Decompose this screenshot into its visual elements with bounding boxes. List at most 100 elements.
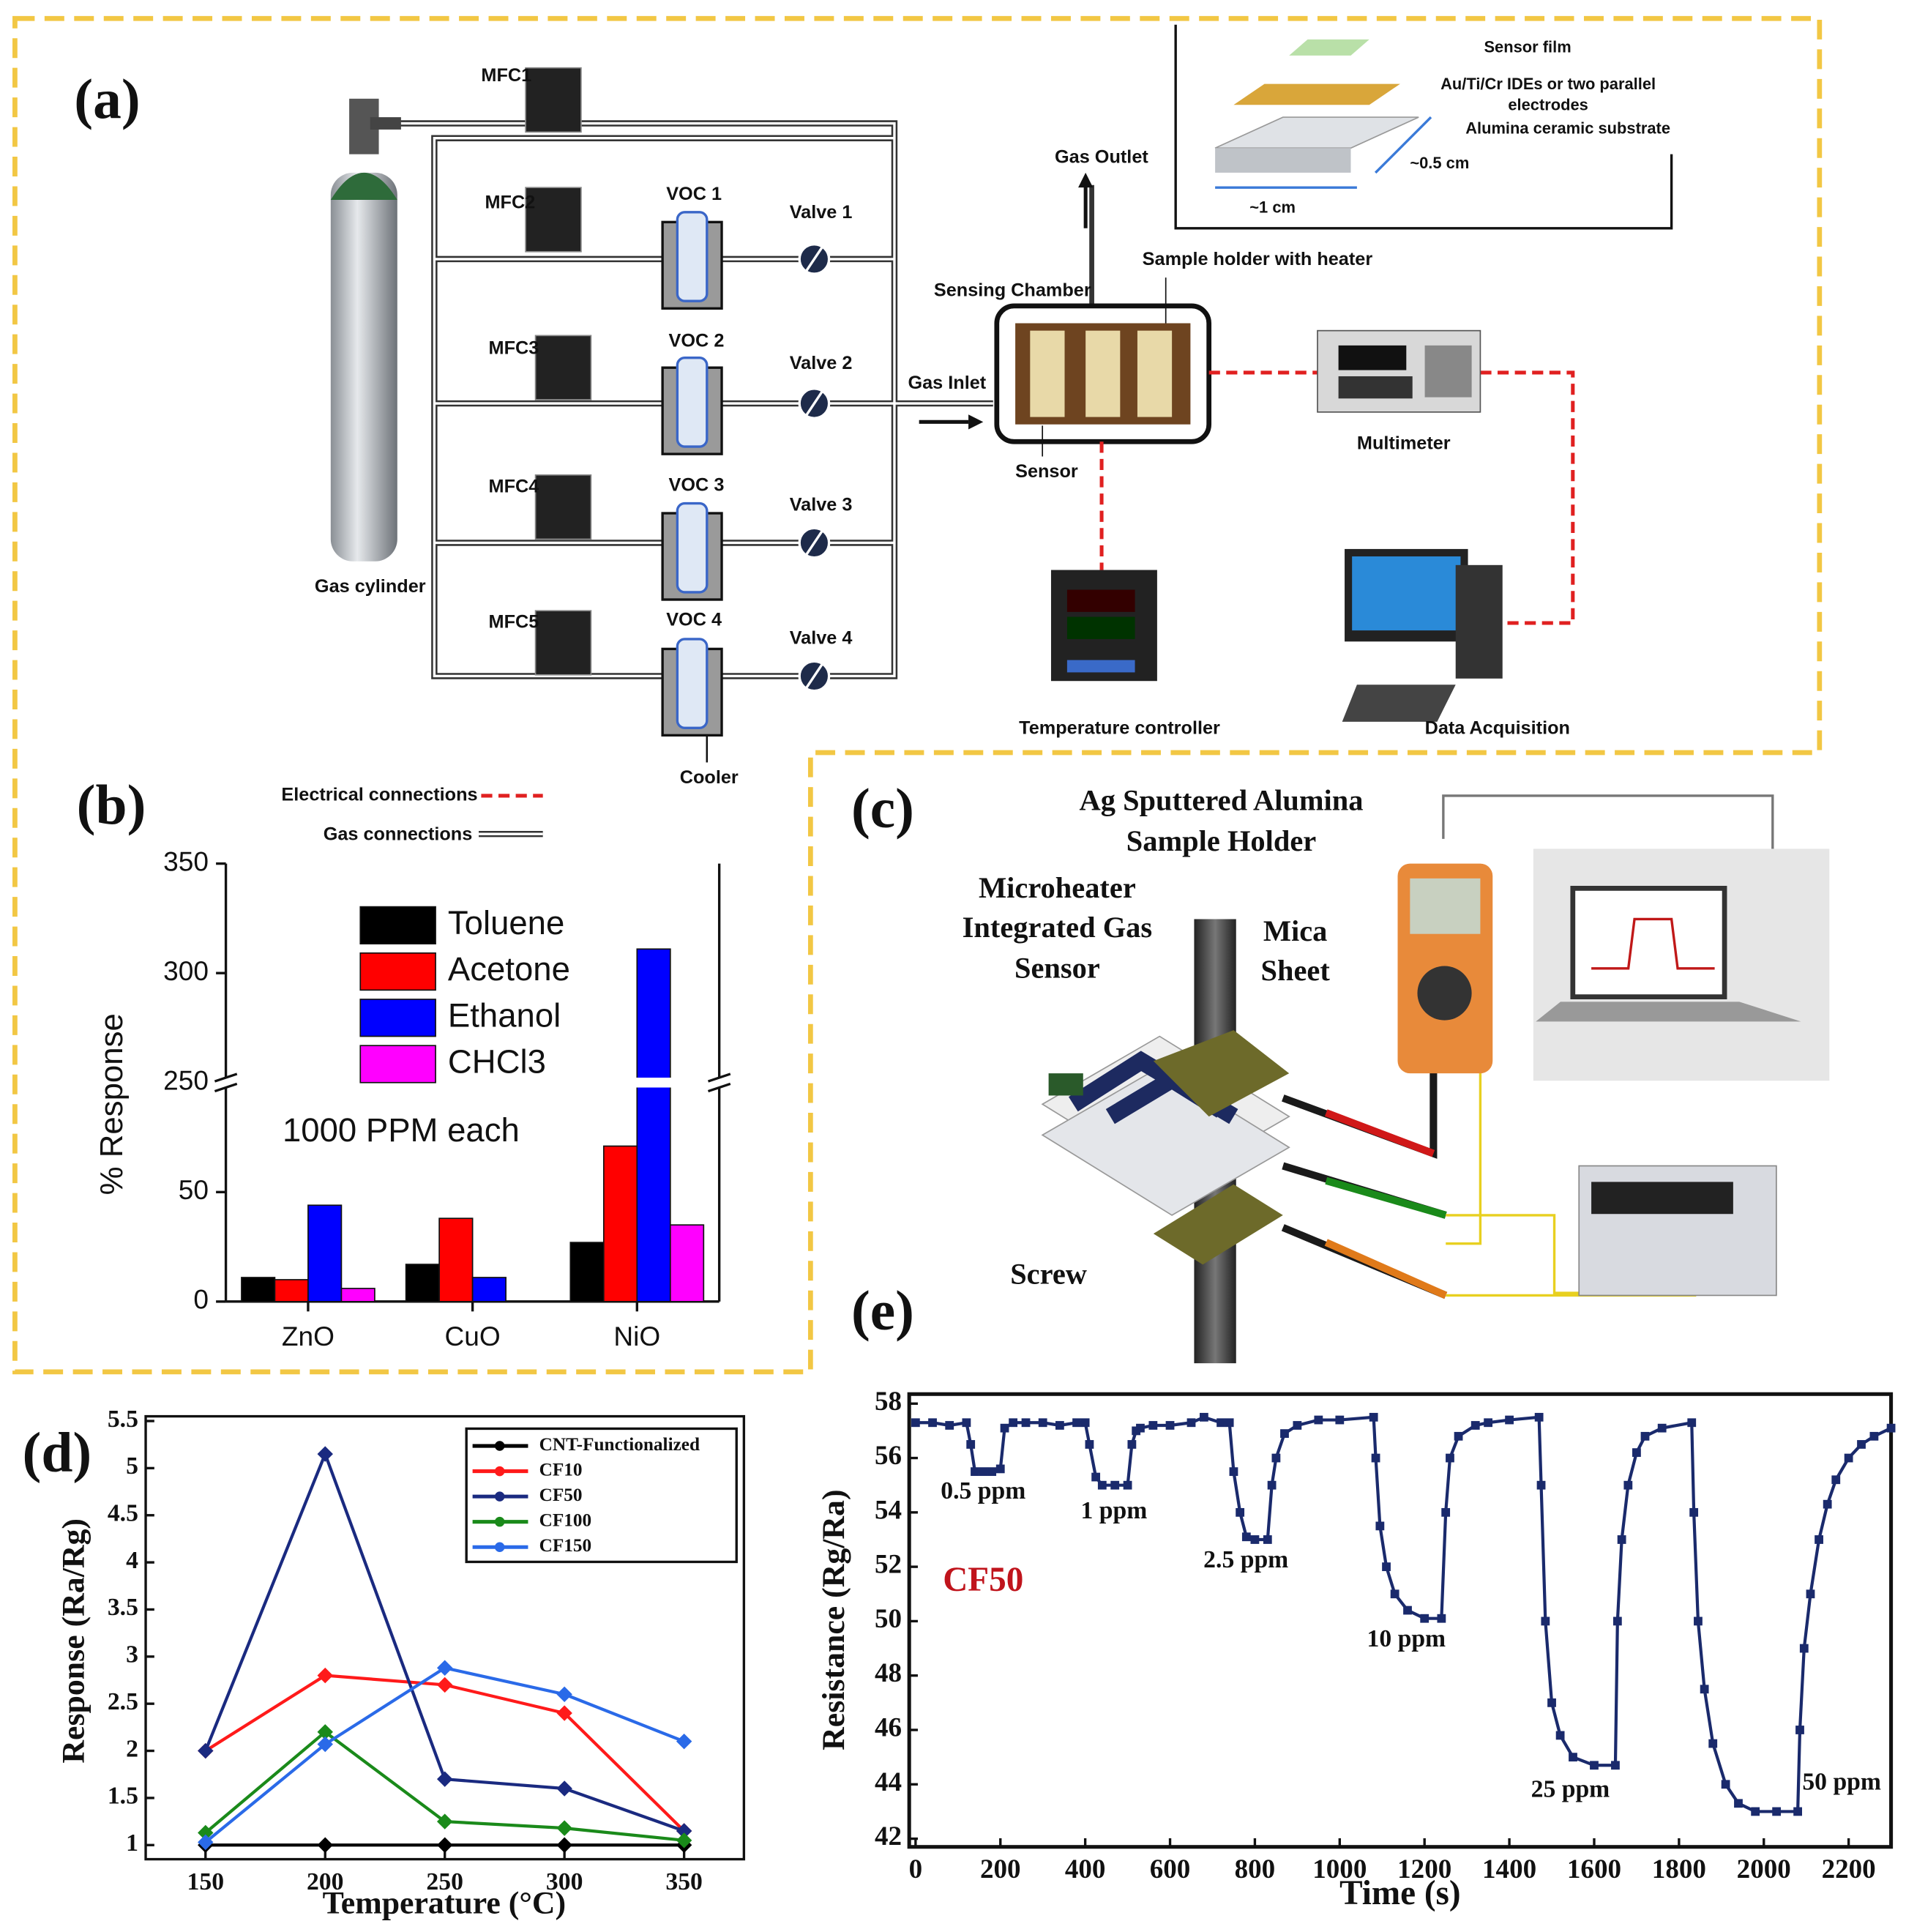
x-tick-label: CuO <box>445 1321 501 1351</box>
holder-label: Sample holder with heater <box>1143 249 1373 269</box>
gas-inlet-label: Gas Inlet <box>908 373 986 393</box>
cooler-label: Cooler <box>680 767 739 788</box>
computer <box>1342 548 1503 722</box>
point <box>1734 1799 1743 1808</box>
point <box>1097 1480 1107 1490</box>
panel-label: (a) <box>74 67 140 130</box>
panel-border <box>12 15 1823 1375</box>
point <box>1267 1480 1277 1490</box>
mfc-label: MFC1 <box>481 65 531 86</box>
point <box>1806 1589 1815 1599</box>
point <box>1815 1535 1823 1544</box>
point <box>1420 1614 1430 1623</box>
multimeter-label: Multimeter <box>1357 433 1451 453</box>
x-tick-label: 1000 <box>1312 1854 1367 1884</box>
point <box>1382 1562 1391 1572</box>
point <box>1823 1499 1832 1509</box>
point <box>1612 1616 1622 1626</box>
legend-swatch <box>359 999 436 1037</box>
connection-legend <box>479 794 543 838</box>
annotation: 10 ppm <box>1367 1625 1446 1652</box>
y-tick-label: 5.5 <box>108 1406 138 1433</box>
y-tick-label: 300 <box>163 955 209 986</box>
point <box>1403 1605 1412 1615</box>
point <box>928 1418 937 1428</box>
legend-marker <box>494 1441 505 1451</box>
legend-label: Acetone <box>448 950 570 988</box>
point <box>1217 1418 1225 1428</box>
cylinder-label: Gas cylinder <box>315 576 426 597</box>
x-tick-label: 1400 <box>1482 1854 1536 1884</box>
axis-break-gap <box>211 1078 734 1088</box>
x-axis-label: Time (s) <box>1339 1874 1461 1912</box>
bar <box>471 1277 507 1302</box>
point <box>987 1467 997 1477</box>
voc-label: VOC 2 <box>669 330 725 351</box>
axis-break <box>214 1073 238 1083</box>
x-tick-label: NiO <box>613 1321 660 1351</box>
mfc-units <box>525 67 592 676</box>
point <box>911 1418 920 1428</box>
point <box>1186 1418 1196 1428</box>
point <box>1229 1467 1238 1477</box>
daq-label: Data Acquisition <box>1425 718 1570 739</box>
annotation: CF50 <box>943 1561 1023 1599</box>
point <box>1446 1453 1454 1463</box>
x-tick-label: 0 <box>909 1854 923 1884</box>
y-tick-label: 56 <box>875 1441 902 1471</box>
legend-label: CF100 <box>539 1510 592 1530</box>
y-axis-label: Response (Ra/Rg) <box>56 1518 91 1764</box>
point <box>1165 1421 1175 1430</box>
point <box>1110 1480 1120 1490</box>
point <box>945 1421 954 1430</box>
point <box>556 1686 572 1703</box>
point <box>436 1771 453 1787</box>
y-axis-label: Resistance (Rg/Ra) <box>816 1489 851 1750</box>
point <box>1271 1453 1281 1463</box>
gas-cylinder <box>330 98 401 562</box>
legend-marker <box>494 1516 505 1527</box>
point <box>1241 1532 1251 1542</box>
point <box>1314 1415 1323 1425</box>
annotation: 2.5 ppm <box>1203 1546 1288 1573</box>
point <box>1689 1507 1699 1517</box>
bar <box>636 948 671 1302</box>
point <box>1127 1440 1137 1449</box>
sensor-label: Microheater <box>979 871 1136 904</box>
legend-swatch <box>359 1045 436 1084</box>
point <box>1536 1480 1546 1490</box>
sensor-inset <box>1174 24 1673 230</box>
point <box>1038 1418 1047 1428</box>
legend-label: CF10 <box>539 1459 583 1480</box>
panel-label: (d) <box>23 1421 92 1484</box>
point <box>1721 1780 1730 1789</box>
x-tick-label: 2200 <box>1822 1854 1876 1884</box>
legend-label: CHCl3 <box>448 1043 546 1080</box>
legend-label: Gas connections <box>324 824 473 845</box>
mica-label: Sheet <box>1260 954 1330 987</box>
point <box>1055 1421 1064 1430</box>
legend-box <box>465 1427 738 1564</box>
inset-label: Alumina ceramic substrate <box>1465 119 1670 138</box>
y-tick-label: 3.5 <box>108 1594 138 1621</box>
inset-label: ~0.5 cm <box>1410 154 1469 172</box>
x-tick-label: 1200 <box>1397 1854 1451 1884</box>
point <box>1199 1412 1208 1422</box>
temperature-controller <box>1050 570 1157 682</box>
panel-label: (e) <box>851 1279 914 1342</box>
point <box>1148 1421 1158 1430</box>
bar <box>438 1217 474 1302</box>
point <box>1375 1521 1385 1531</box>
point <box>1454 1431 1463 1441</box>
point <box>1085 1440 1094 1449</box>
point <box>962 1418 971 1428</box>
x-tick-label: 1800 <box>1652 1854 1706 1884</box>
sensor-label: Sensor <box>1014 952 1100 985</box>
y-tick-label: 2.5 <box>108 1688 138 1715</box>
screw-label: Screw <box>1010 1257 1087 1290</box>
voc-label: VOC 1 <box>666 184 722 204</box>
x-tick-label: 250 <box>426 1868 463 1895</box>
x-axis-label: Temperature (°C) <box>323 1886 567 1921</box>
point <box>1632 1448 1641 1458</box>
point <box>1280 1429 1289 1439</box>
